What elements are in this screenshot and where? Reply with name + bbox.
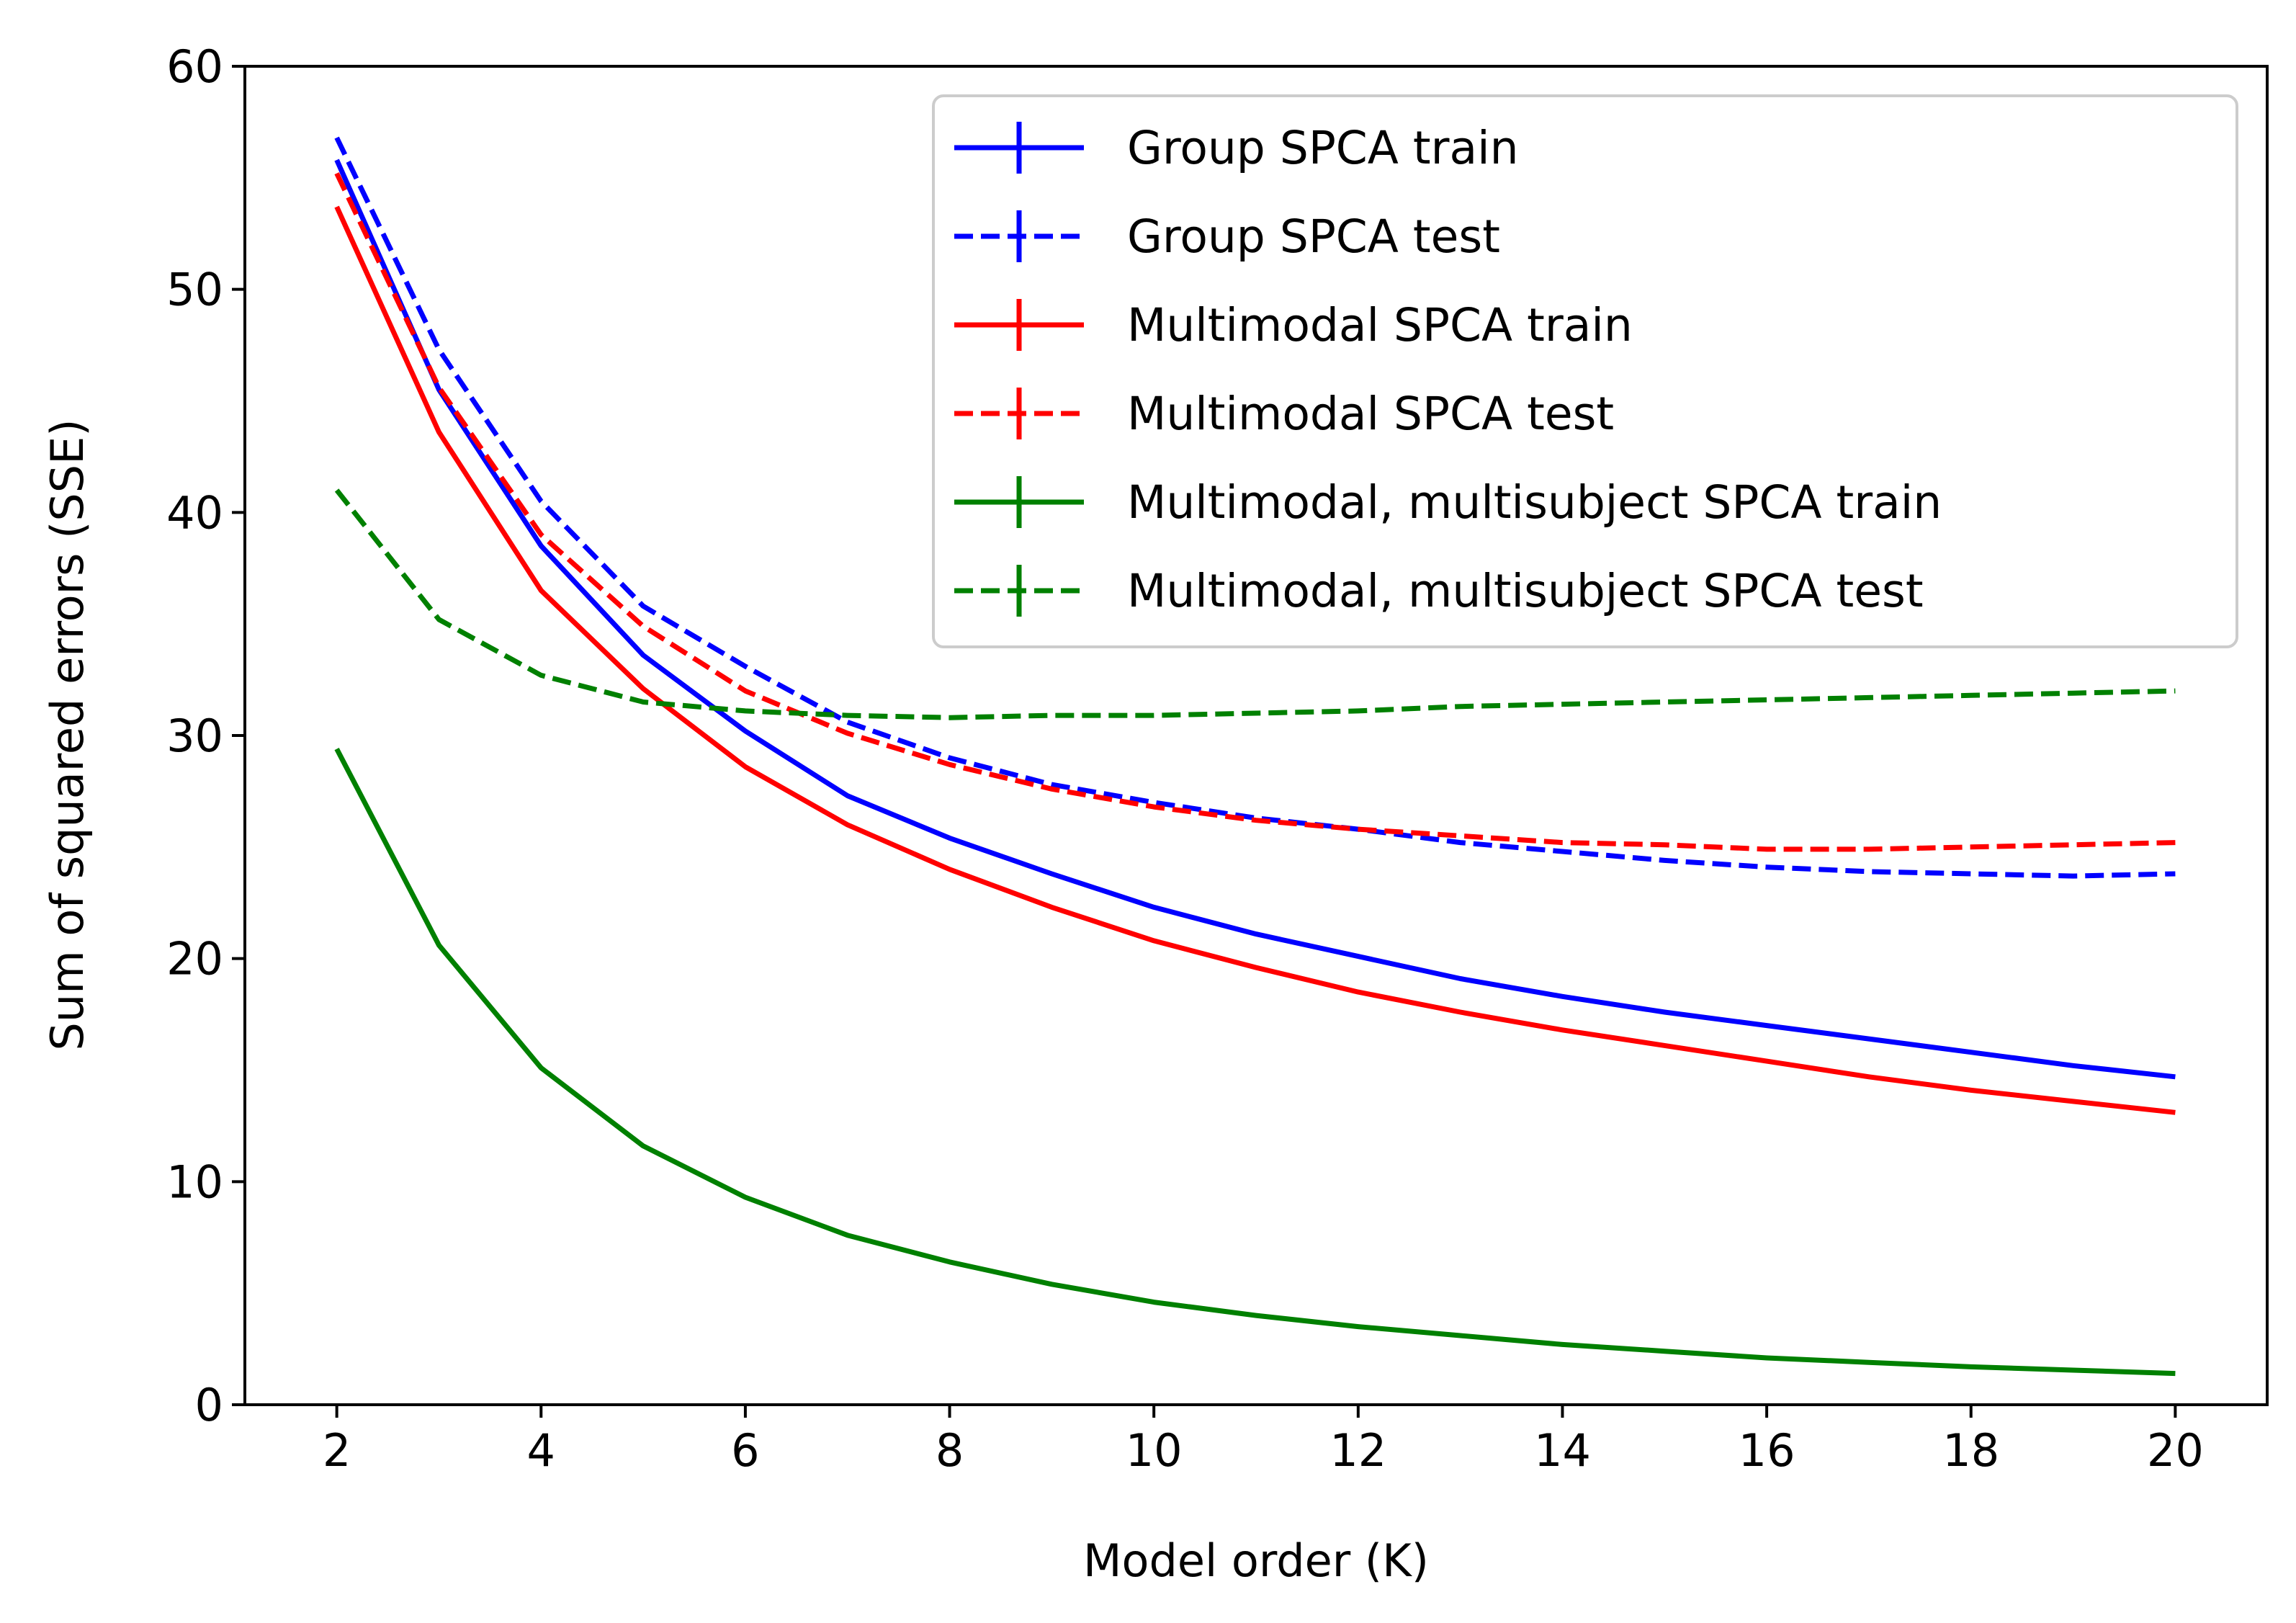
y-axis: 0 10 20 30 40 50 60 [166,40,245,1431]
series-layer [334,136,2176,1377]
x-tick-label: 6 [731,1424,759,1477]
y-tick-label: 20 [166,933,223,985]
x-tick-label: 18 [1942,1424,1999,1477]
legend-entry-multimodal-multisubject-spca-train: Multimodal, multisubject SPCA train [954,476,1942,529]
x-tick-label: 16 [1739,1424,1795,1477]
legend-label: Group SPCA train [1127,122,1519,174]
legend-label: Multimodal, multisubject SPCA train [1127,476,1942,529]
x-tick-label: 8 [936,1424,964,1477]
legend-label: Multimodal SPCA test [1127,388,1614,440]
series-line-group-spca-test [334,136,2176,879]
legend-label: Multimodal, multisubject SPCA test [1127,565,1924,617]
x-tick-label: 20 [2147,1424,2204,1477]
series-line-group-spca-train [334,158,2176,1080]
y-tick-label: 10 [166,1155,223,1208]
legend-box [932,94,2238,648]
y-tick-label: 40 [166,486,223,539]
y-tick-label: 30 [166,710,223,762]
x-axis: 2 4 6 8 10 12 14 16 18 20 [323,1405,2204,1477]
legend: Group SPCA train Group SPCA test Multimoda… [932,94,2238,648]
y-tick-label: 0 [195,1379,223,1431]
y-tick-label: 60 [166,40,223,93]
legend-entry-multimodal-multisubject-spca-test: Multimodal, multisubject SPCA test [954,565,1924,617]
series-line-multimodal-spca-test [334,172,2176,852]
y-tick-label: 50 [166,264,223,316]
y-axis-label: Sum of squared errors (SSE) [41,419,94,1051]
x-tick-label: 10 [1126,1424,1183,1477]
x-tick-label: 2 [323,1424,351,1477]
x-tick-label: 4 [527,1424,555,1477]
legend-label: Group SPCA test [1127,210,1500,263]
series-line-multimodal-spca-train [334,205,2176,1115]
x-tick-label: 12 [1329,1424,1386,1477]
series-line-multimodal-multisubject-spca-test [334,488,2176,720]
legend-label: Multimodal SPCA train [1127,299,1633,352]
x-axis-label: Model order (K) [1083,1534,1429,1587]
legend-entry-multimodal-spca-train: Multimodal SPCA train [954,299,1633,352]
legend-entry-group-spca-train: Group SPCA train [954,122,1519,174]
legend-entry-group-spca-test: Group SPCA test [954,210,1500,263]
legend-entry-multimodal-spca-test: Multimodal SPCA test [954,388,1614,440]
series-line-multimodal-multisubject-spca-train [334,747,2176,1377]
x-tick-label: 14 [1534,1424,1591,1477]
